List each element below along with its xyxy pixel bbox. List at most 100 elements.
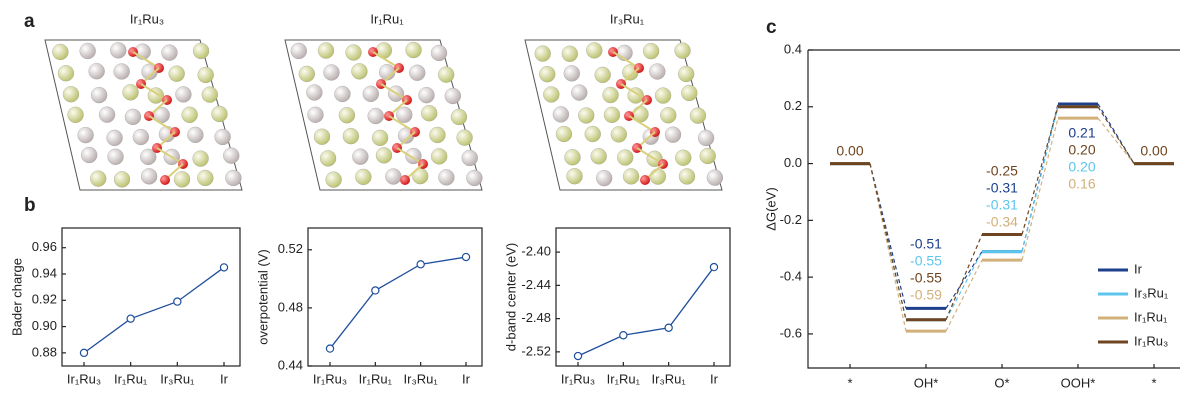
figure: a b c Ir₁Ru₃Ir₁Ru₁Ir₃Ru₁0.880.900.920.94… [0,0,1185,397]
atom [343,128,359,144]
atom [438,169,454,185]
atom [567,168,583,184]
atom [99,107,115,123]
atom [352,149,368,165]
value-label: -0.31 [986,197,1018,213]
oxygen [400,175,410,185]
atom [462,150,478,166]
atom [466,170,482,186]
point [174,298,181,305]
structure-image [285,40,482,190]
connector [1098,107,1134,164]
atom [355,169,371,185]
legend-label: Ir₁Ru₃ [1134,333,1168,348]
point [220,264,227,271]
y-axis-label: ΔG(eV) [763,187,778,230]
atom [125,109,141,125]
structure-label: Ir₁Ru₃ [130,11,164,26]
atom [665,127,681,143]
y-tick-label: 0.92 [32,292,57,307]
x-tick-label: Ir₁Ru₃ [313,371,347,386]
y-tick-label: 0.90 [32,318,57,333]
legend-label: Ir₃Ru₁ [1134,285,1169,300]
atom [346,44,362,60]
atom [535,46,551,62]
value-label: 0.20 [1068,142,1095,158]
atom [211,106,227,122]
value-label: 0.20 [1068,159,1095,175]
atom [225,170,241,186]
y-tick-label: 0.44 [278,357,303,372]
atom [595,67,611,83]
atom [660,107,676,123]
x-tick-label: Ir₁Ru₁ [359,371,393,386]
y-axis-label: d-band center (eV) [503,243,518,351]
y-tick-label: 0.48 [278,299,303,314]
value-label: 0.00 [836,142,863,158]
atom [107,130,123,146]
line [330,257,466,349]
atom [299,66,315,82]
value-label: 0.21 [1068,125,1095,141]
value-label: -0.31 [986,180,1018,196]
value-label: -0.55 [910,270,942,286]
y-tick-label: 0.94 [32,265,57,280]
atom [679,168,695,184]
y-tick-label: 0.2 [784,98,802,113]
atom [707,170,723,186]
atom [681,85,697,101]
atom [451,109,467,125]
atom [114,63,130,79]
x-tick-label: Ir₃Ru₁ [404,371,439,386]
atom [431,45,447,61]
atom [445,88,461,104]
atom [110,42,126,58]
atom [68,107,84,123]
atom [363,86,379,102]
atom [438,67,454,83]
y-tick-label: 0.96 [32,239,57,254]
atom [418,87,434,103]
y-tick-label: -2.44 [521,277,551,292]
atom [457,130,473,146]
structure-label: Ir₁Ru₁ [370,11,404,26]
atom [215,129,231,145]
structure-image [525,40,723,190]
plot-frame [308,228,482,366]
atom [91,87,107,103]
atom [591,148,607,164]
point [127,315,134,322]
atom [193,151,209,167]
atom [318,43,334,59]
atom [81,147,97,163]
atom [108,149,124,165]
y-axis-label: overpotential (V) [255,249,270,344]
connector [1022,118,1058,260]
atom [174,171,190,187]
point [620,332,627,339]
point [462,253,469,260]
atom [202,87,218,103]
atom [89,63,105,79]
atom [578,107,594,123]
x-tick-label: Ir [462,371,471,386]
atom [675,150,691,166]
line [84,267,224,352]
y-tick-label: -0.2 [780,212,802,227]
atom [539,66,555,82]
point [417,261,424,268]
connector [1022,107,1058,235]
atom [372,130,388,146]
atom [543,86,559,102]
y-tick-label: -0.6 [780,325,802,340]
y-axis-label: Bader charge [9,258,24,336]
point [326,345,333,352]
atom [169,66,185,82]
atom [675,43,691,59]
value-label: 0.16 [1068,176,1095,192]
x-tick-label: Ir₃Ru₁ [160,371,195,386]
atom [307,107,323,123]
atom [585,126,601,142]
y-tick-label: 0.4 [784,41,802,56]
atom [556,126,572,142]
